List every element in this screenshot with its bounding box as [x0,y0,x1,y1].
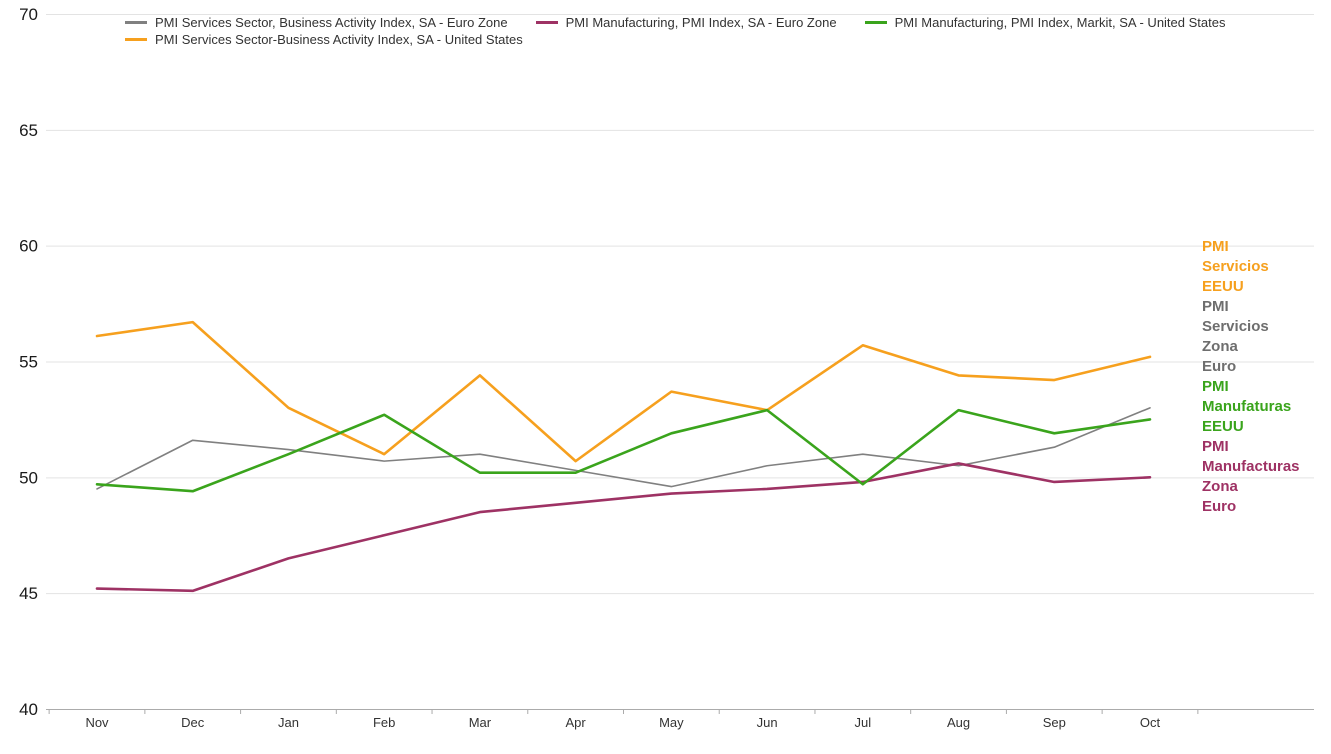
chart-legend: PMI Services Sector, Business Activity I… [125,15,1319,47]
series-line [95,408,1152,493]
legend-item-manufacturing-us: PMI Manufacturing, PMI Index, Markit, SA… [864,15,1226,30]
x-axis-month-label: Dec [181,715,205,730]
legend-label: PMI Manufacturing, PMI Index, Markit, SA… [894,15,1226,30]
x-axis-month-label: Jun [757,715,778,730]
x-axis-ticks [48,709,1199,714]
end-label-pmi-servicios-zona-euro: PMI Servicios Zona Euro [1202,298,1269,375]
y-axis-tick-label: 60 [19,237,38,256]
x-axis-month-label: Jul [855,715,872,730]
x-axis-month-label: Sep [1043,715,1066,730]
x-axis-month-label: Oct [1140,715,1161,730]
series-lines [95,320,1152,593]
legend-line-marker [864,21,887,24]
y-axis-tick-label: 45 [19,584,38,603]
legend-label: PMI Services Sector-Business Activity In… [155,32,523,47]
y-axis-labels: 40 45 50 55 60 65 70 [19,5,38,719]
x-axis-month-label: Nov [85,715,109,730]
series-line [96,407,1151,490]
gridlines [46,14,1314,710]
legend-item-manufacturing-eurozone: PMI Manufacturing, PMI Index, SA - Euro … [535,15,837,30]
end-label-pmi-manufaturas-eeuu: PMI Manufaturas EEUU [1202,378,1292,435]
end-label-pmi-servicios-eeuu: PMI Servicios EEUU [1202,238,1269,295]
x-axis-month-label: Aug [947,715,970,730]
legend-line-marker [125,21,147,24]
x-axis-month-label: May [659,715,684,730]
x-axis-month-label: Apr [566,715,587,730]
legend-item-services-us: PMI Services Sector-Business Activity In… [125,32,523,47]
x-axis-labels: Nov Dec Jan Feb Mar Apr May Jun Jul Aug Sep Oct [85,715,1160,730]
series-line [95,462,1152,593]
y-axis-tick-label: 70 [19,5,38,24]
y-axis-tick-label: 40 [19,700,38,719]
legend-item-services-eurozone: PMI Services Sector, Business Activity I… [125,15,508,30]
legend-line-marker [535,21,558,24]
y-axis-tick-label: 50 [19,468,38,487]
series-line [95,320,1152,463]
end-label-pmi-manufacturas-zona-euro: PMI Manufacturas Zona Euro [1202,438,1300,515]
x-axis-month-label: Jan [278,715,299,730]
legend-label: PMI Services Sector, Business Activity I… [155,15,508,30]
legend-line-marker [125,38,147,41]
x-axis-month-label: Feb [373,715,395,730]
series-end-labels: PMI Servicios EEUU PMI Servicios Zona Eu… [1202,237,1300,517]
y-axis-tick-label: 65 [19,121,38,140]
legend-label: PMI Manufacturing, PMI Index, SA - Euro … [565,15,837,30]
y-axis-tick-label: 55 [19,353,38,372]
x-axis-month-label: Mar [469,715,492,730]
